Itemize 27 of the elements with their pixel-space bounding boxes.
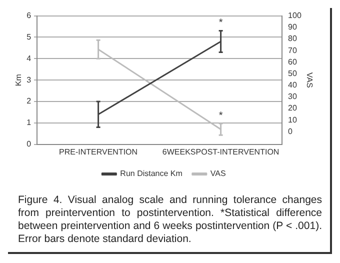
y2-tick-label: 40	[288, 80, 298, 90]
y2-tick-label: 0	[288, 126, 294, 136]
y2-tick-label: 10	[288, 115, 298, 124]
y-tick-label: 6	[26, 11, 32, 20]
y2-axis-title: VAS	[304, 72, 314, 88]
y2-tick-label: 70	[288, 46, 298, 55]
y2-tick-label: 20	[288, 104, 298, 113]
y-tick-label: 0	[26, 140, 32, 149]
y2-tick-label: 80	[288, 34, 298, 44]
y2-tick-label: 90	[288, 22, 298, 32]
y2-tick-label: 50	[288, 68, 298, 78]
y-tick-label: 1	[26, 118, 32, 128]
legend-label: VAS	[210, 169, 226, 178]
y-tick-label: 4	[26, 54, 32, 63]
legend-label: Run Distance Km	[120, 169, 183, 178]
y-tick-label: 2	[26, 96, 32, 106]
annotation: *	[218, 18, 223, 29]
y2-tick-label: 30	[288, 92, 298, 102]
x-tick-label: 6WEEKSPOST-INTERVENTION	[162, 147, 280, 156]
y-axis-title: Km	[14, 74, 24, 86]
x-tick-label: PRE-INTERVENTION	[59, 147, 138, 156]
y2-tick-label: 60	[288, 57, 298, 66]
y2-tick-label: 100	[288, 11, 302, 20]
y-tick-label: 3	[26, 75, 32, 84]
caption: Figure 4. Visual analog scale and running tolerance changes from preintervention to postintervention. *Statistical difference between preintervention and 6 weeks postintervention (P < .001). Error bars denote standard deviation.	[17, 193, 323, 247]
annotation: *	[218, 110, 223, 122]
y-tick-label: 5	[26, 32, 32, 42]
